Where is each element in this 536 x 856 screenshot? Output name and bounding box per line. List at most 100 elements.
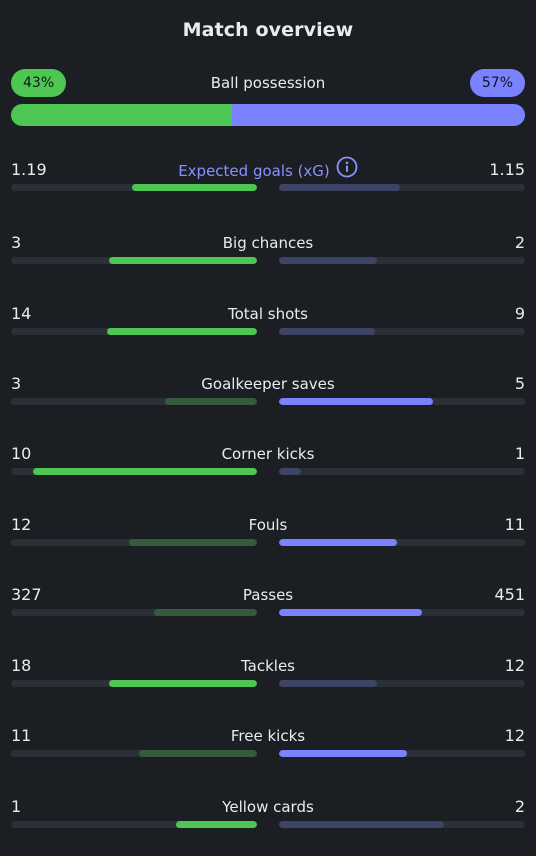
home-stat-track [11,398,257,405]
possession-header: 43% Ball possession 57% [11,69,525,97]
home-stat-value: 12 [11,515,32,534]
stat-label-text: Corner kicks [221,445,315,463]
home-stat-value: 3 [11,233,22,252]
home-stat-track [11,468,257,475]
away-stat-track [279,398,525,405]
stat-row: 11 Free kicks 12 [11,725,525,765]
stat-label: Big chances [11,232,525,254]
stat-label-text: Yellow cards [222,798,314,816]
stat-label-text: Tackles [240,657,296,675]
home-stat-fill [138,750,257,757]
home-stat-fill [164,398,257,405]
stat-label: Goalkeeper saves [11,373,525,395]
away-stat-value: 2 [514,233,525,252]
away-stat-fill [279,468,302,475]
away-stat-fill [279,821,444,828]
away-possession-segment [232,104,525,126]
stat-row: 327 Passes 451 [11,584,525,624]
away-stat-fill [279,680,378,687]
stat-label[interactable]: Expected goals (xG) [11,156,525,184]
stat-row: 1 Yellow cards 2 [11,796,525,836]
away-possession-badge: 57% [469,69,525,97]
home-stat-fill [109,680,257,687]
stat-label-text: Fouls [248,516,288,534]
stat-row: 14 Total shots 9 [11,303,525,343]
home-stat-fill [153,609,257,616]
stat-label-text: Goalkeeper saves [201,375,335,393]
away-stat-value: 12 [504,726,525,745]
home-possession-segment [11,104,233,126]
home-stat-track [11,680,257,687]
info-icon[interactable] [336,156,358,184]
stat-label-text: Expected goals (xG) [178,162,330,180]
away-stat-value: 9 [514,304,525,323]
away-stat-value: 2 [514,797,525,816]
home-stat-fill [33,468,257,475]
stat-label: Tackles [11,655,525,677]
away-stat-track [279,257,525,264]
home-stat-value: 10 [11,444,32,463]
stat-row: 18 Tackles 12 [11,655,525,695]
home-stat-fill [175,821,257,828]
possession-bar [11,104,525,126]
stat-label-text: Big chances [222,234,314,252]
stat-row: 3 Goalkeeper saves 5 [11,373,525,413]
home-stat-value: 14 [11,304,32,323]
home-stat-value: 18 [11,656,32,675]
stat-row: 3 Big chances 2 [11,232,525,272]
away-stat-fill [279,750,407,757]
away-stat-value: 1 [514,444,525,463]
home-stat-value: 3 [11,374,22,393]
home-possession-badge: 43% [11,69,67,97]
away-stat-value: 12 [504,656,525,675]
home-stat-value: 1 [11,797,22,816]
away-stat-fill [279,328,375,335]
home-stat-track [11,539,257,546]
home-stat-track [11,328,257,335]
stat-label: Passes [11,584,525,606]
stat-row: 1.19 Expected goals (xG) 1.15 [11,156,525,199]
home-stat-track [11,609,257,616]
home-stat-fill [106,328,257,335]
stat-row: 12 Fouls 11 [11,514,525,554]
home-stat-fill [109,257,257,264]
away-stat-track [279,539,525,546]
away-stat-track [279,468,525,475]
home-stat-value: 11 [11,726,32,745]
away-stat-fill [279,184,400,191]
stat-label: Corner kicks [11,443,525,465]
possession-label: Ball possession [210,74,326,92]
home-stat-fill [129,539,257,546]
page-title: Match overview [182,19,354,41]
away-stat-track [279,609,525,616]
home-stat-track [11,184,257,191]
home-stat-track [11,750,257,757]
away-stat-track [279,750,525,757]
away-stat-fill [279,398,433,405]
away-stat-track [279,821,525,828]
away-stat-value: 1.15 [489,160,525,179]
home-stat-track [11,821,257,828]
stat-label-text: Passes [242,586,294,604]
away-stat-fill [279,539,398,546]
away-stat-value: 5 [514,374,525,393]
stat-row: 10 Corner kicks 1 [11,443,525,483]
home-stat-fill [131,184,257,191]
stat-label: Yellow cards [11,796,525,818]
away-stat-track [279,328,525,335]
away-stat-track [279,680,525,687]
stat-label-text: Total shots [228,305,308,323]
home-stat-value: 1.19 [11,160,47,179]
stat-label: Total shots [11,303,525,325]
stat-label: Fouls [11,514,525,536]
home-stat-track [11,257,257,264]
home-stat-value: 327 [11,585,42,604]
away-stat-track [279,184,525,191]
stat-label-text: Free kicks [230,727,306,745]
away-stat-value: 451 [494,585,525,604]
away-stat-fill [279,609,422,616]
away-stat-value: 11 [504,515,525,534]
stat-label: Free kicks [11,725,525,747]
away-stat-fill [279,257,378,264]
